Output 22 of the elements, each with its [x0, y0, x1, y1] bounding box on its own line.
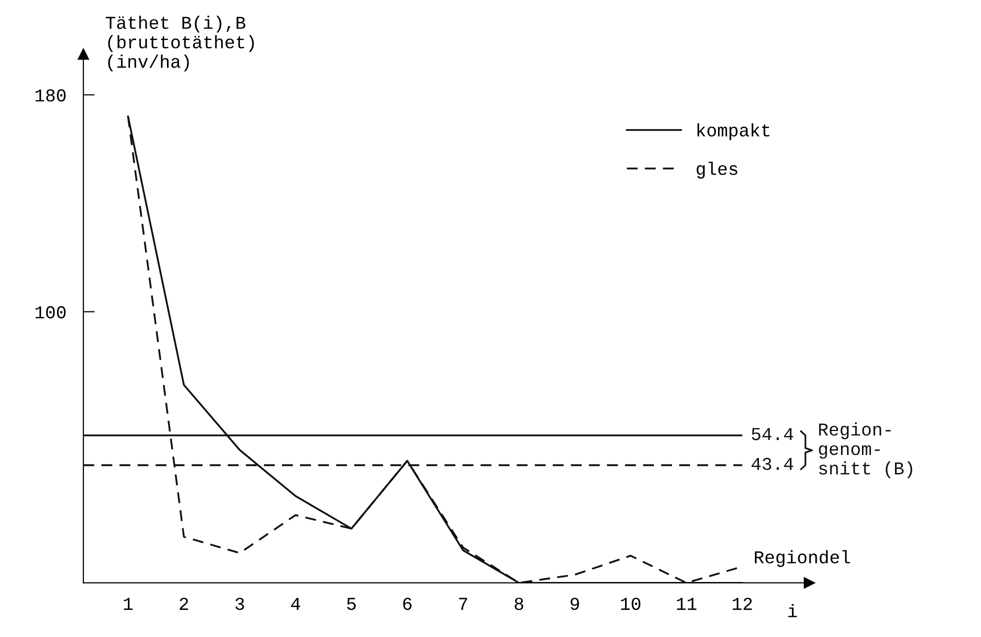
x-tick-label: 4	[291, 598, 300, 610]
y-tick-label: 100	[36, 306, 66, 318]
y-axis-title: Täthet B(i),B (bruttotäthet) (inv/ha)	[106, 16, 254, 72]
text: i	[788, 604, 797, 618]
y-tick-label: 180	[36, 89, 66, 102]
x-tick-label: 3	[235, 598, 244, 610]
ref-line-label: 43.4	[752, 458, 794, 470]
x-tick-label: 12	[732, 598, 752, 610]
x-tick-label: 6	[403, 598, 412, 610]
legend-label: gles	[696, 162, 738, 179]
x-tick-label: 9	[570, 598, 579, 610]
x-tick-label: 1	[124, 598, 133, 610]
x-tick-label: 10	[621, 598, 640, 610]
x-axis-title: Regiondel	[754, 550, 850, 567]
text: Region- genom- snitt (B)	[818, 422, 912, 478]
ref-line-label: 54.4	[752, 428, 794, 440]
x-tick-label: 2	[180, 598, 188, 610]
x-tick-label: 11	[676, 598, 696, 610]
legend-label: kompakt	[698, 123, 770, 140]
x-tick-label: 7	[459, 598, 468, 610]
x-tick-label: 8	[514, 598, 524, 610]
x-tick-label: 5	[347, 598, 356, 610]
